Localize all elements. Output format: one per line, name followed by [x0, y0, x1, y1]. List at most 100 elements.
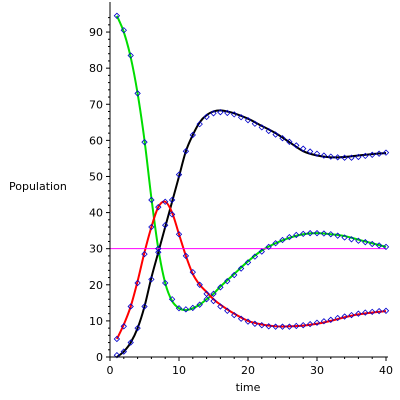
data-point — [265, 127, 272, 135]
x-tick-label: 0 — [107, 364, 114, 377]
data-point — [362, 309, 369, 316]
data-point — [286, 323, 293, 330]
x-axis-label: time — [236, 381, 261, 394]
x-tick-label: 20 — [241, 364, 255, 377]
data-point — [334, 232, 341, 239]
data-point — [189, 268, 196, 276]
data-point — [272, 240, 279, 247]
data-point — [293, 231, 300, 239]
data-point — [258, 124, 265, 131]
data-point — [341, 154, 348, 161]
data-point — [196, 120, 203, 128]
data-point — [272, 131, 279, 138]
data-point — [313, 229, 321, 237]
y-tick-label: 80 — [89, 62, 103, 75]
data-point — [134, 324, 141, 332]
data-point — [210, 297, 217, 305]
data-point — [189, 304, 196, 312]
data-point — [175, 305, 183, 312]
data-point — [258, 248, 265, 255]
data-point — [355, 310, 362, 317]
series-line-0 — [115, 15, 387, 312]
data-point — [217, 284, 224, 291]
data-point — [210, 110, 217, 117]
data-point — [348, 311, 355, 319]
data-point — [134, 90, 141, 97]
data-point — [217, 303, 224, 310]
data-point — [120, 323, 127, 330]
data-point — [141, 303, 148, 310]
data-point — [334, 154, 341, 161]
data-point — [279, 135, 286, 142]
data-point — [348, 236, 355, 243]
data-point — [237, 114, 245, 121]
data-point — [286, 138, 293, 145]
data-point — [203, 296, 210, 303]
data-point — [148, 196, 155, 204]
data-point — [382, 149, 390, 156]
y-tick-label: 90 — [89, 26, 103, 39]
data-point — [306, 320, 314, 328]
data-point — [272, 323, 279, 330]
plot-markers — [113, 12, 390, 359]
data-point — [286, 233, 293, 241]
data-point — [182, 306, 190, 313]
data-point — [155, 203, 162, 211]
data-point — [231, 271, 238, 279]
data-point — [265, 243, 272, 251]
y-tick-label: 0 — [96, 351, 103, 364]
data-point — [134, 279, 141, 287]
y-tick-label: 10 — [89, 315, 103, 328]
data-point — [348, 154, 355, 161]
y-tick-label: 30 — [89, 243, 103, 256]
data-point — [155, 249, 162, 256]
data-point — [113, 335, 121, 343]
y-tick-label: 50 — [89, 170, 103, 183]
data-point — [113, 352, 121, 359]
data-point — [279, 236, 286, 244]
y-axis-label: Population — [9, 180, 67, 193]
data-point — [113, 12, 121, 19]
data-point — [120, 348, 127, 355]
data-point — [224, 109, 231, 117]
data-point — [224, 278, 231, 285]
data-point — [251, 320, 259, 327]
data-point — [369, 240, 376, 248]
data-point — [224, 307, 231, 314]
data-point — [300, 145, 307, 152]
data-point — [258, 322, 265, 329]
data-point — [120, 27, 127, 34]
data-point — [320, 318, 328, 325]
data-point — [251, 253, 259, 260]
data-point — [162, 222, 169, 229]
data-point — [327, 316, 334, 323]
plot-lines — [110, 15, 387, 358]
data-point — [327, 231, 334, 238]
data-point — [162, 279, 169, 287]
data-point — [313, 150, 321, 157]
data-point — [217, 109, 224, 116]
data-point — [375, 150, 383, 157]
data-point — [313, 319, 321, 326]
data-point — [327, 153, 334, 160]
data-point — [244, 318, 252, 325]
data-point — [148, 276, 155, 283]
data-point — [141, 139, 148, 146]
data-point — [300, 322, 307, 329]
data-point — [334, 314, 341, 322]
data-point — [265, 323, 272, 330]
data-point — [155, 245, 162, 252]
y-tick-label: 60 — [89, 134, 103, 147]
data-point — [244, 259, 252, 266]
data-point — [306, 148, 314, 155]
data-point — [306, 229, 314, 237]
data-point — [375, 242, 383, 249]
data-point — [203, 113, 210, 121]
series-line-2 — [115, 200, 387, 340]
axes: 0 10 20 30 40 50 60 70 80 90 0 10 20 30 40 — [89, 2, 393, 377]
data-point — [279, 323, 286, 330]
data-point — [320, 152, 328, 159]
data-point — [168, 211, 176, 218]
data-point — [127, 339, 134, 346]
series-line-1 — [116, 109, 387, 358]
